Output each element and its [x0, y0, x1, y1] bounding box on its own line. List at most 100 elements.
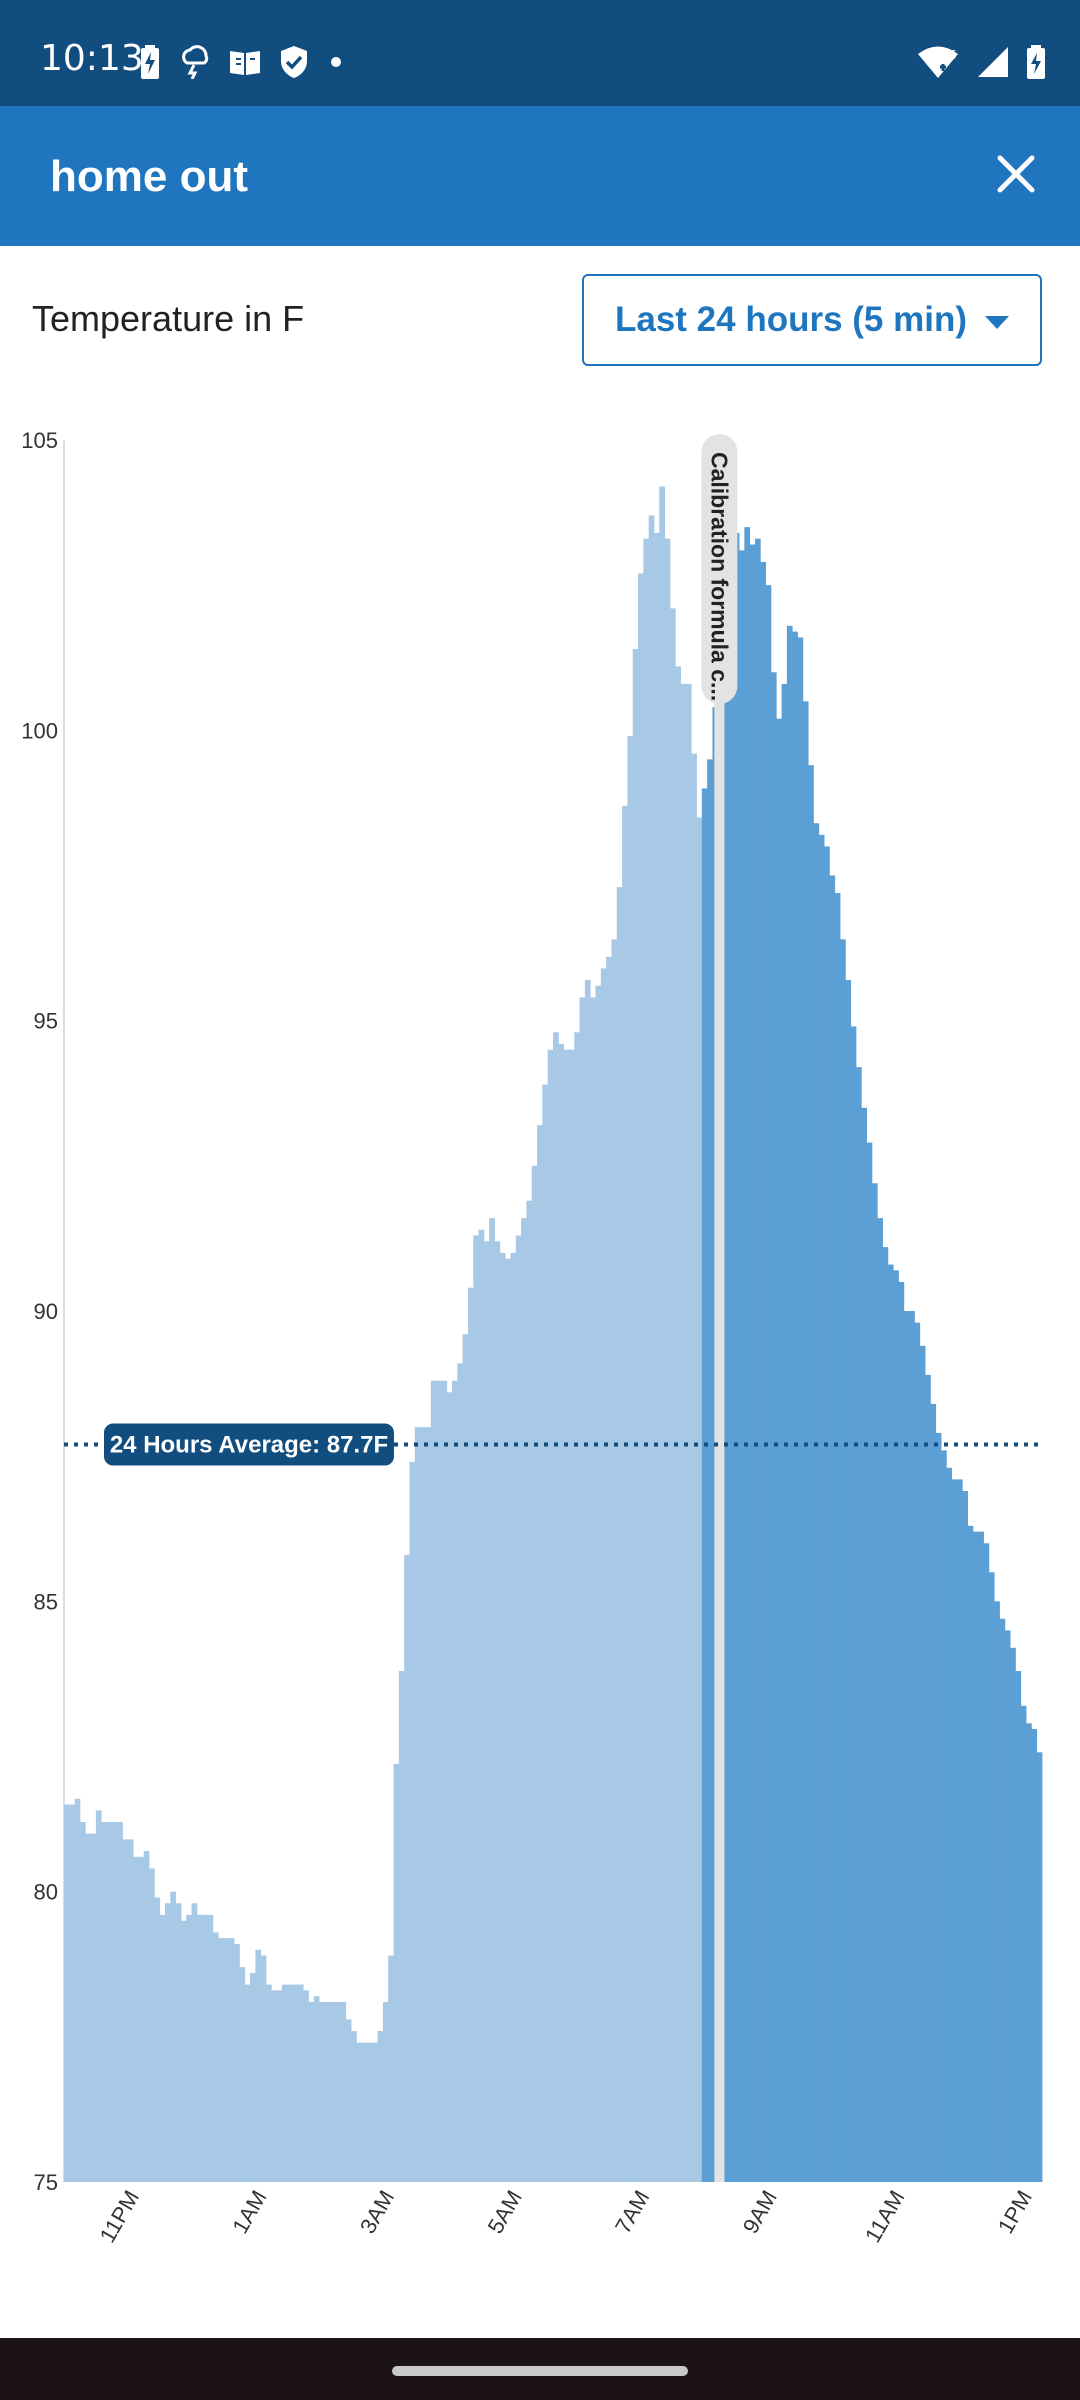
bar	[547, 1049, 554, 2182]
bar	[893, 1270, 899, 2182]
bar	[90, 1833, 97, 2182]
bar	[425, 1427, 432, 2182]
bar	[616, 887, 623, 2182]
bar	[590, 997, 596, 2183]
close-button[interactable]	[988, 146, 1044, 202]
bar	[101, 1821, 107, 2182]
navigation-bar	[0, 2338, 1080, 2400]
bar	[122, 1839, 129, 2182]
bar	[228, 1938, 235, 2182]
bar	[191, 1903, 198, 2182]
bar	[276, 1990, 283, 2182]
y-tick-label: 90	[34, 1299, 58, 1324]
calibration-marker-label: Calibration formula c...	[706, 452, 732, 701]
bar	[361, 2042, 368, 2182]
bar	[170, 1891, 177, 2182]
bar	[1031, 1729, 1038, 2182]
bar	[632, 649, 639, 2182]
bar	[281, 1984, 288, 2182]
bar	[553, 1032, 559, 2182]
bar	[382, 2001, 389, 2182]
bar	[967, 1525, 974, 2182]
x-tick-label: 7AM	[610, 2186, 654, 2238]
home-gesture-handle[interactable]	[392, 2366, 688, 2376]
bar	[765, 585, 772, 2183]
bar	[685, 683, 692, 2182]
bar	[1010, 1647, 1016, 2182]
bar	[622, 805, 628, 2182]
kindle-app-icon	[230, 51, 260, 75]
bar	[319, 2001, 325, 2182]
bar	[749, 544, 756, 2182]
bar	[808, 765, 814, 2182]
bar	[643, 538, 650, 2183]
bar	[935, 1432, 942, 2182]
bar	[898, 1281, 905, 2182]
y-axis-ticks: 75 80 85 90 95 100 105	[21, 428, 58, 2195]
bar	[600, 968, 607, 2183]
bar	[127, 1839, 134, 2182]
status-icons-right: 6	[916, 42, 1046, 82]
bar	[265, 1984, 272, 2182]
bar	[558, 1043, 565, 2182]
bar	[595, 985, 602, 2182]
bar	[611, 939, 618, 2182]
bar	[303, 1990, 309, 2182]
page-title: home out	[50, 152, 248, 201]
bar	[861, 1107, 867, 2182]
bar	[850, 1026, 857, 2182]
bar	[537, 1125, 543, 2182]
bar	[834, 892, 841, 2182]
bar	[345, 2019, 352, 2182]
bar	[983, 1543, 990, 2182]
bar	[584, 980, 591, 2182]
bar	[659, 486, 666, 2183]
bar	[972, 1531, 979, 2182]
bar	[813, 823, 820, 2182]
bar	[855, 1067, 862, 2182]
bar	[840, 939, 846, 2182]
bar	[494, 1241, 501, 2182]
status-bar: 10:13 6	[0, 0, 1080, 106]
bar	[164, 1903, 171, 2182]
bar	[69, 1804, 76, 2182]
bar	[212, 1932, 219, 2182]
bar	[218, 1938, 224, 2182]
calibration-marker[interactable]: Calibration formula c...	[701, 434, 738, 2182]
bar	[313, 1996, 320, 2182]
bar	[1020, 1705, 1027, 2182]
bar	[760, 561, 767, 2183]
bar	[393, 1763, 400, 2182]
calibration-marker-pill[interactable]	[701, 434, 738, 704]
bar	[244, 1984, 251, 2182]
bar	[489, 1218, 495, 2182]
bar	[441, 1380, 448, 2182]
bar	[356, 2042, 363, 2182]
bar	[675, 666, 681, 2183]
bar	[978, 1531, 984, 2182]
bar	[457, 1363, 464, 2182]
bar	[680, 683, 687, 2182]
bar	[483, 1241, 490, 2182]
x-tick-label: 3AM	[355, 2186, 399, 2238]
status-time: 10:13	[40, 38, 144, 79]
time-range-dropdown[interactable]: Last 24 hours (5 min)	[582, 274, 1042, 366]
bar	[733, 532, 740, 2182]
bar	[526, 1200, 533, 2182]
chevron-down-icon	[985, 315, 1010, 329]
bar	[85, 1833, 91, 2182]
bar	[180, 1920, 187, 2182]
bar	[903, 1311, 910, 2182]
y-tick-label: 105	[21, 428, 58, 453]
bar	[754, 538, 761, 2183]
bar	[133, 1856, 139, 2182]
bar	[149, 1868, 155, 2182]
bar	[696, 817, 703, 2183]
bar	[462, 1334, 469, 2182]
bar	[186, 1914, 192, 2182]
bar	[770, 672, 777, 2182]
bar	[739, 550, 745, 2182]
bar	[531, 1165, 538, 2182]
bar	[930, 1403, 937, 2182]
bar	[260, 1955, 267, 2182]
